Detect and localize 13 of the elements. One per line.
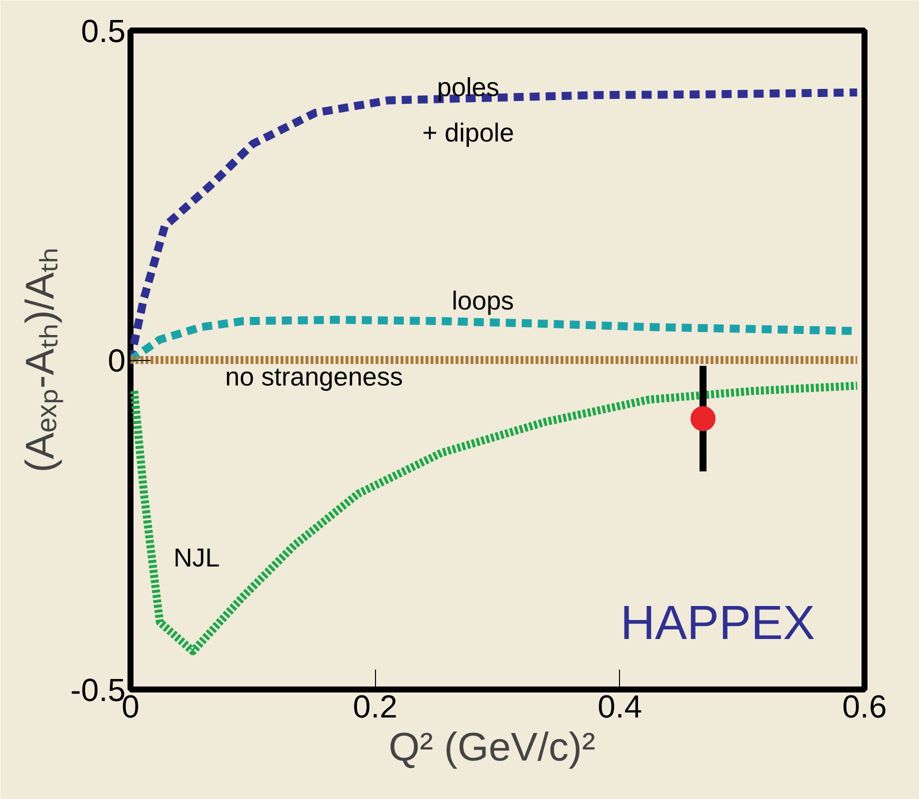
y-tick-label: 0	[108, 342, 126, 378]
x-tick-label: 0.4	[598, 688, 642, 724]
x-axis-title: Q² (GeV/c)²	[388, 726, 596, 770]
annotation: loops	[452, 286, 514, 316]
annotation: no strangeness	[225, 361, 403, 392]
annotation: HAPPEX	[620, 597, 816, 650]
y-tick-label: 0.5	[81, 13, 126, 49]
annotation: NJL	[173, 542, 220, 573]
x-tick-label: 0.6	[842, 688, 887, 724]
x-tick-label: 0.2	[352, 688, 398, 724]
annotation: poles	[437, 72, 500, 102]
y-axis-title: (Aₑₓₚ-Aₜₕ)/Aₜₕ	[18, 247, 64, 473]
annotation: + dipole	[422, 118, 514, 148]
